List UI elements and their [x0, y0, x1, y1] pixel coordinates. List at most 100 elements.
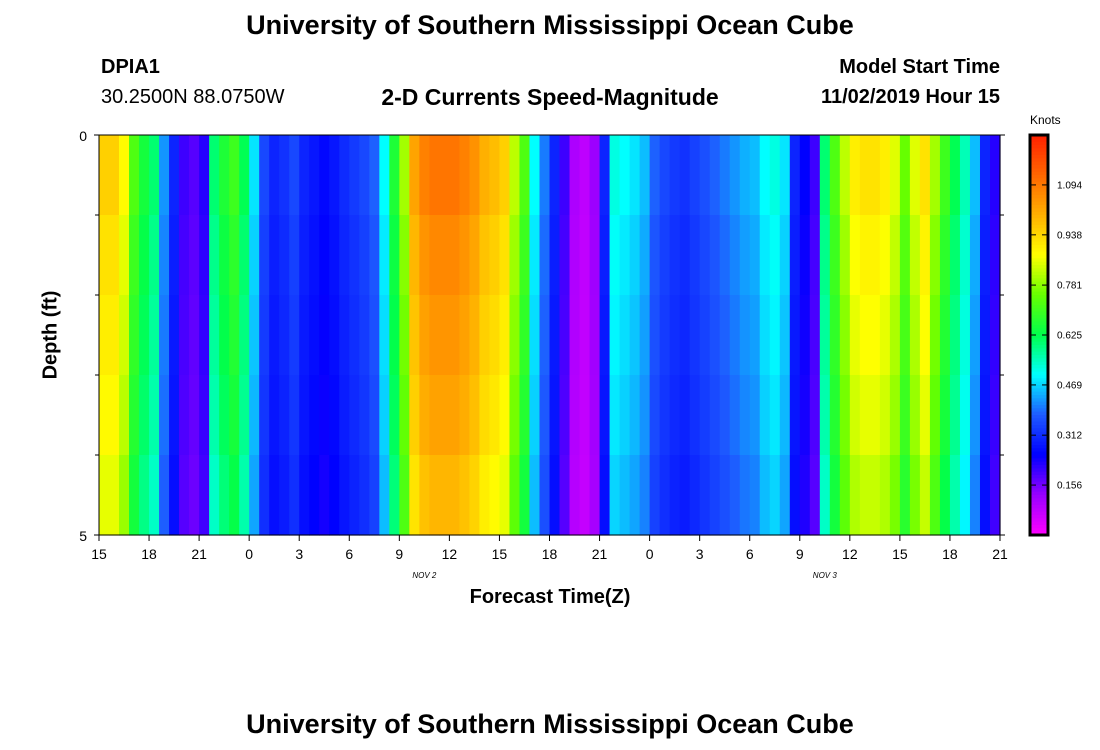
heatmap-cell — [549, 375, 561, 456]
heatmap-cell — [899, 215, 911, 296]
heatmap-cell — [789, 295, 801, 376]
heatmap-cell — [269, 375, 280, 456]
heatmap-cell — [509, 295, 521, 376]
colorbar-tick-label: 0.469 — [1057, 380, 1082, 391]
colorbar-segment — [1030, 381, 1048, 386]
heatmap-cell — [869, 375, 881, 456]
heatmap-cell — [579, 295, 591, 376]
heatmap-cell — [319, 375, 330, 456]
heatmap-cell — [219, 455, 230, 536]
heatmap-cell — [199, 455, 210, 536]
heatmap-cell — [479, 375, 491, 456]
heatmap-cell — [719, 295, 731, 376]
heatmap-cell — [459, 215, 471, 296]
heatmap-cell — [919, 455, 931, 536]
heatmap-cell — [229, 135, 240, 216]
colorbar-segment — [1030, 305, 1048, 309]
heatmap-cell — [519, 455, 531, 536]
date-label: NOV 2 — [412, 571, 437, 580]
heatmap-cell — [319, 455, 330, 536]
x-tick-label: 12 — [442, 546, 458, 562]
heatmap-cell — [529, 455, 541, 536]
heatmap-cell — [479, 215, 491, 296]
x-tick-label: 21 — [992, 546, 1008, 562]
colorbar-segment — [1030, 378, 1048, 383]
colorbar-segment — [1030, 338, 1048, 343]
heatmap-cell — [489, 295, 501, 376]
heatmap-cell — [959, 295, 971, 376]
heatmap-cell — [129, 455, 140, 536]
colorbar-segment — [1030, 418, 1048, 423]
heatmap-cell — [809, 375, 821, 456]
colorbar-segment — [1030, 225, 1048, 229]
heatmap-cell — [819, 375, 831, 456]
colorbar-segment — [1030, 311, 1048, 316]
heatmap-cell — [469, 215, 481, 296]
heatmap-cell — [259, 455, 270, 536]
heatmap-cell — [639, 375, 651, 456]
heatmap-cell — [289, 215, 300, 296]
heatmap-cell — [829, 295, 841, 376]
heatmap-cell — [589, 135, 601, 216]
colorbar-segment — [1030, 178, 1048, 183]
heatmap-cell — [259, 375, 270, 456]
heatmap-cell — [629, 375, 641, 456]
heatmap-cell — [619, 295, 631, 376]
heatmap-cell — [459, 295, 471, 376]
heatmap-cell — [799, 215, 811, 296]
heatmap-cell — [739, 135, 751, 216]
heatmap-cell — [199, 375, 210, 456]
heatmap-cell — [789, 455, 801, 536]
heatmap-cell — [309, 295, 320, 376]
heatmap-cell — [289, 455, 300, 536]
heatmap-cell — [359, 215, 370, 296]
heatmap-cell — [919, 215, 931, 296]
heatmap-cell — [739, 455, 751, 536]
heatmap-cell — [499, 215, 511, 296]
heatmap-cell — [609, 295, 621, 376]
heatmap-cell — [329, 375, 340, 456]
colorbar-segment — [1030, 388, 1048, 393]
heatmap-cell — [239, 455, 250, 536]
colorbar-segment — [1030, 488, 1048, 493]
heatmap-cell — [499, 455, 511, 536]
heatmap-cell — [489, 135, 501, 216]
heatmap-cell — [339, 455, 350, 536]
heatmap-cell — [849, 295, 861, 376]
chart-title: 2-D Currents Speed-Magnitude — [381, 84, 719, 110]
x-tick-label: 9 — [395, 546, 403, 562]
heatmap-cell — [279, 135, 290, 216]
heatmap-cell — [459, 135, 471, 216]
heatmap-cell — [339, 295, 350, 376]
heatmap-cell — [929, 135, 941, 216]
heatmap-cell — [709, 215, 721, 296]
heatmap-cell — [619, 135, 631, 216]
heatmap-cell — [929, 375, 941, 456]
heatmap-cell — [149, 375, 160, 456]
heatmap-cell — [609, 455, 621, 536]
heatmap-cell — [749, 215, 761, 296]
heatmap-cell — [779, 375, 791, 456]
colorbar-segment — [1030, 238, 1048, 243]
heatmap-cell — [479, 295, 491, 376]
heatmap-cell — [859, 375, 871, 456]
heatmap-cell — [649, 455, 661, 536]
heatmap-cell — [219, 375, 230, 456]
heatmap-cell — [609, 215, 621, 296]
heatmap-cell — [799, 295, 811, 376]
heatmap-cell — [569, 375, 581, 456]
heatmap-cell — [419, 295, 430, 376]
colorbar-segment — [1030, 198, 1048, 203]
heatmap-cell — [499, 375, 511, 456]
heatmap-cell — [369, 295, 380, 376]
heatmap-cell — [459, 455, 471, 536]
heatmap-cell — [909, 215, 921, 296]
heatmap-cell — [99, 295, 110, 376]
heatmap-cell — [249, 455, 260, 536]
colorbar-segment — [1030, 168, 1048, 173]
page-title: University of Southern Mississippi Ocean… — [246, 10, 854, 40]
colorbar-segment — [1030, 521, 1048, 526]
heatmap-cell — [299, 295, 310, 376]
colorbar-segment — [1030, 235, 1048, 239]
heatmap-cell — [319, 135, 330, 216]
